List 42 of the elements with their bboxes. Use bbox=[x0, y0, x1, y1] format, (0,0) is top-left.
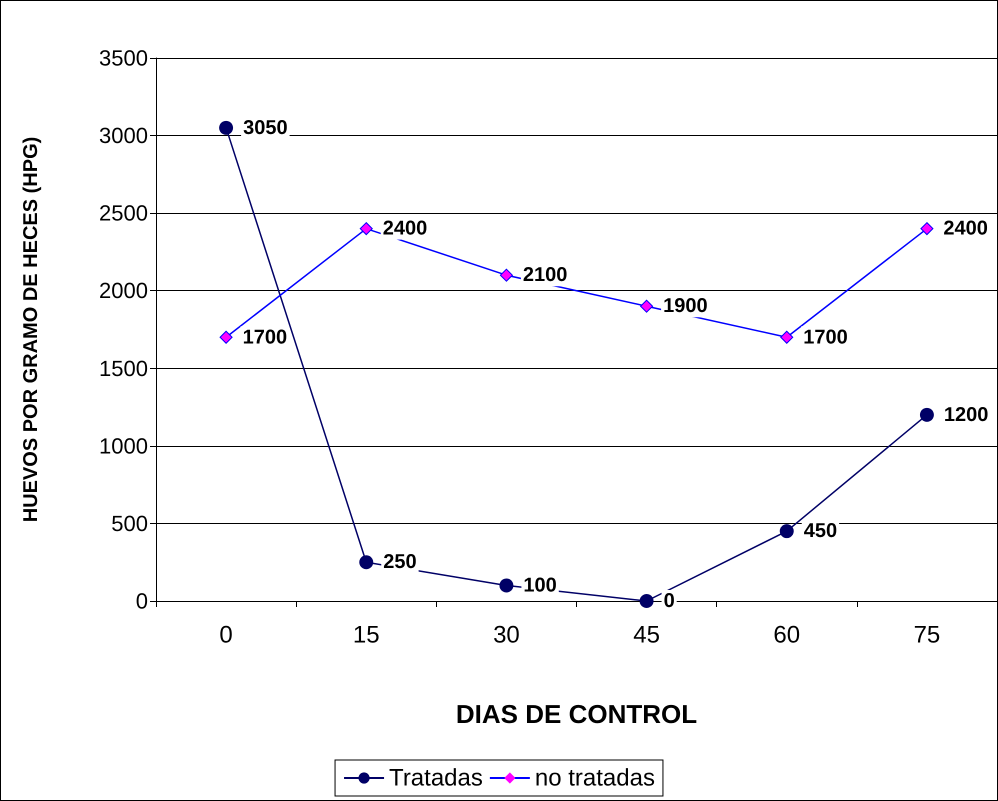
y-tick-label: 3000 bbox=[99, 123, 148, 148]
y-tick-label: 3500 bbox=[99, 46, 148, 70]
point bbox=[920, 222, 934, 236]
y-tick-label: 1500 bbox=[99, 356, 148, 381]
data-label: 1700 bbox=[242, 326, 288, 348]
data-label: 2100 bbox=[522, 264, 568, 286]
data-label: 250 bbox=[383, 551, 417, 574]
y-tick-label: 500 bbox=[111, 510, 148, 536]
point bbox=[360, 222, 373, 236]
point bbox=[499, 578, 514, 592]
point bbox=[920, 408, 934, 422]
data-label: 1700 bbox=[803, 326, 848, 348]
x-tick-label: 0 bbox=[219, 622, 233, 648]
x-tick-label: 60 bbox=[773, 622, 800, 648]
x-tick-label: 30 bbox=[493, 622, 520, 648]
data-label: 2400 bbox=[943, 218, 988, 240]
point bbox=[780, 330, 794, 344]
legend-label: no tratadas bbox=[534, 764, 655, 792]
y-tick-label: 0 bbox=[136, 588, 148, 614]
data-label: 1900 bbox=[663, 295, 708, 318]
data-label: 2400 bbox=[382, 218, 428, 240]
y-tick-label: 2500 bbox=[99, 200, 148, 226]
data-label: 1200 bbox=[944, 404, 988, 426]
point bbox=[220, 330, 233, 344]
point bbox=[219, 120, 234, 135]
data-label: 450 bbox=[804, 520, 838, 542]
x-axis-title: DIAS DE CONTROL bbox=[456, 699, 698, 729]
x-tick-label: 75 bbox=[914, 622, 940, 648]
point bbox=[359, 555, 374, 570]
x-tick-label: 45 bbox=[633, 622, 660, 648]
point bbox=[640, 594, 654, 608]
data-label: 0 bbox=[664, 590, 675, 612]
y-axis-title: HUEVOS POR GRAMO DE HECES (HPG) bbox=[20, 136, 42, 522]
point bbox=[640, 300, 654, 313]
legend-label: Tratadas bbox=[389, 764, 483, 792]
x-tick-label: 15 bbox=[352, 622, 380, 648]
y-tick-label: 2000 bbox=[99, 278, 148, 304]
point bbox=[780, 524, 794, 538]
data-label: 3050 bbox=[243, 116, 288, 139]
point bbox=[500, 268, 513, 282]
y-tick-label: 1000 bbox=[99, 433, 148, 458]
data-label: 100 bbox=[523, 574, 557, 596]
